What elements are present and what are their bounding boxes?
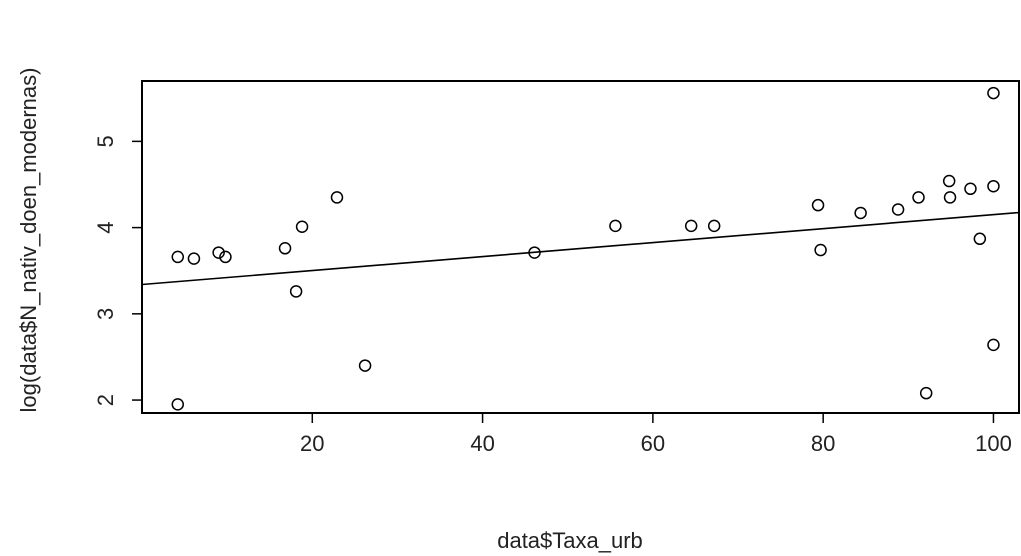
data-point (171, 398, 185, 411)
data-point (919, 386, 933, 400)
data-point (707, 219, 721, 233)
plot-area: 20 40 60 80 100 2 3 4 5 (93, 80, 1020, 456)
data-point (358, 359, 372, 372)
data-point (811, 198, 825, 212)
data-point (684, 219, 698, 233)
data-point (187, 252, 201, 265)
data-point (295, 220, 309, 233)
y-tick-label: 3 (93, 308, 118, 320)
x-tick-label: 20 (300, 431, 324, 456)
y-tick-label: 4 (93, 221, 118, 233)
data-point (987, 179, 1000, 193)
data-point (528, 246, 541, 259)
data-point (212, 246, 225, 259)
x-tick-label: 80 (811, 431, 835, 456)
data-point (609, 219, 622, 233)
x-tick-label: 60 (641, 431, 665, 456)
y-tick-label: 5 (93, 135, 118, 147)
data-point (987, 86, 1000, 100)
data-point (942, 174, 956, 188)
data-point (278, 242, 292, 255)
data-point (330, 191, 344, 204)
data-point (973, 232, 987, 246)
data-point (171, 250, 185, 264)
regression-line (141, 211, 1020, 286)
data-point (987, 338, 1000, 352)
x-tick-label: 40 (470, 431, 494, 456)
data-point (814, 243, 827, 257)
data-point (912, 191, 925, 204)
data-point (219, 250, 232, 264)
data-point (854, 206, 867, 220)
data-point (891, 203, 905, 216)
data-point (964, 182, 977, 196)
x-axis-label: data$Taxa_urb (497, 528, 643, 553)
data-point (943, 191, 957, 204)
y-axis-label: log(data$N_nativ_doen_modernas) (16, 68, 41, 413)
data-point (289, 285, 303, 298)
x-tick-label: 100 (975, 431, 1012, 456)
plot-frame (141, 80, 1020, 414)
y-tick-label: 2 (93, 394, 118, 406)
